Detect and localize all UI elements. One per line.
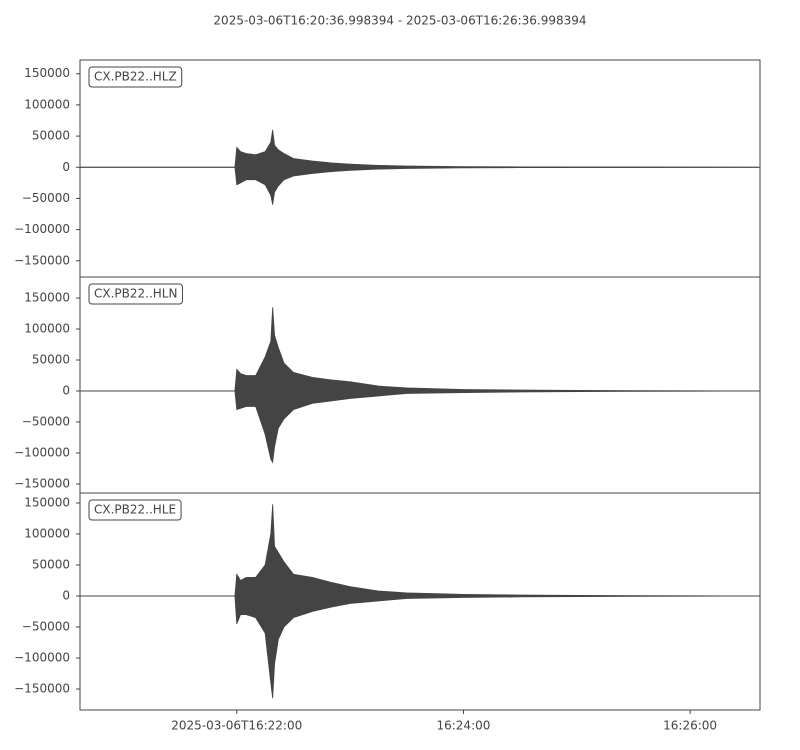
y-tick-label: 100000 [24,322,70,336]
waveform-envelope [80,390,759,464]
y-tick-label: 150000 [24,291,70,305]
station-label-box [88,66,183,88]
y-tick-label: 50000 [32,353,70,367]
station-label-box [88,499,182,521]
waveform-envelope [80,595,759,699]
x-tick-label: 16:26:00 [663,719,717,733]
panel-frame [79,492,761,711]
y-tick-label: −100000 [14,446,70,460]
y-tick-label: 0 [62,588,70,602]
y-tick-label: 0 [62,160,70,174]
y-tick-label: −150000 [14,681,70,695]
x-tick-label: 2025-03-06T16:22:00 [171,719,302,733]
figure-title: 2025-03-06T16:20:36.998394 - 2025-03-06T… [213,14,586,28]
y-tick-label: 150000 [24,66,70,80]
y-tick-label: −150000 [14,477,70,491]
station-label: CX.PB22..HLN [94,287,177,301]
y-tick-label: 0 [62,384,70,398]
y-tick-label: −150000 [14,253,70,267]
y-tick-label: 100000 [24,97,70,111]
station-label-box [88,283,183,305]
y-tick-label: 50000 [32,129,70,143]
panel-plot [80,307,759,464]
y-tick-label: 100000 [24,526,70,540]
y-tick-label: −100000 [14,222,70,236]
station-label: CX.PB22..HLE [94,503,176,517]
station-label: CX.PB22..HLZ [94,70,177,84]
y-tick-label: −50000 [22,191,70,205]
y-tick-label: −100000 [14,650,70,664]
x-tick-label: 16:24:00 [436,719,490,733]
y-tick-label: 150000 [24,495,70,509]
y-tick-label: −50000 [22,415,70,429]
panel-plot [80,504,759,699]
waveform-envelope [80,504,759,597]
y-tick-label: 50000 [32,557,70,571]
waveform-envelope [80,307,759,392]
y-tick-label: −50000 [22,619,70,633]
